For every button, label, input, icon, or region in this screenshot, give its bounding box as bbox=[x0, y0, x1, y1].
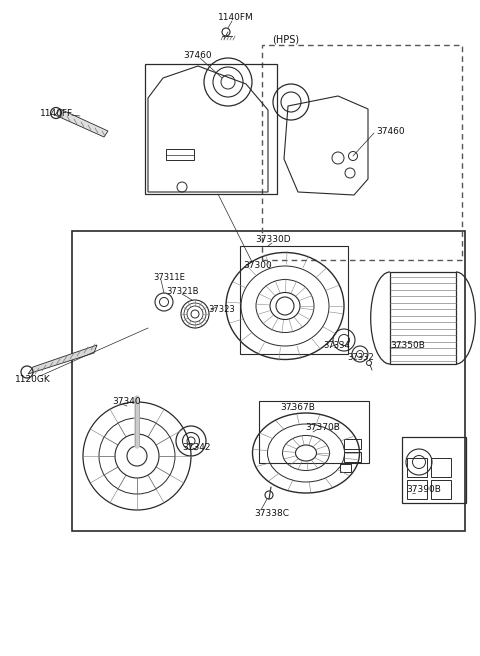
Text: 37330D: 37330D bbox=[255, 236, 290, 245]
Text: 1120GK: 1120GK bbox=[15, 375, 51, 384]
Text: 37300: 37300 bbox=[243, 262, 272, 270]
Bar bbox=[240, 246, 348, 354]
Text: 37390B: 37390B bbox=[406, 485, 441, 495]
Text: 37370B: 37370B bbox=[305, 422, 340, 432]
Bar bbox=[259, 401, 369, 463]
Bar bbox=[72, 231, 465, 531]
Text: 37460: 37460 bbox=[376, 127, 405, 136]
Text: 37321B: 37321B bbox=[166, 287, 199, 297]
Text: 37460: 37460 bbox=[183, 52, 212, 60]
Text: 37342: 37342 bbox=[182, 443, 211, 453]
Bar bbox=[145, 64, 277, 194]
Text: 37323: 37323 bbox=[208, 304, 235, 314]
Bar bbox=[407, 480, 427, 499]
Bar bbox=[402, 437, 466, 503]
Text: 37338C: 37338C bbox=[254, 510, 289, 518]
Bar bbox=[262, 45, 462, 260]
Text: 1140FF: 1140FF bbox=[40, 108, 73, 117]
Text: 37311E: 37311E bbox=[153, 274, 185, 283]
Bar bbox=[390, 272, 456, 364]
Text: 1140FM: 1140FM bbox=[218, 14, 254, 22]
Text: 37332: 37332 bbox=[347, 352, 374, 361]
Text: (HPS): (HPS) bbox=[272, 35, 299, 45]
Polygon shape bbox=[28, 345, 97, 374]
Bar bbox=[344, 452, 361, 462]
Text: 37350B: 37350B bbox=[390, 340, 425, 350]
Bar bbox=[431, 458, 451, 477]
Text: 37334: 37334 bbox=[323, 340, 350, 350]
Text: 37340: 37340 bbox=[112, 398, 141, 407]
Bar bbox=[407, 458, 427, 477]
Bar bbox=[431, 480, 451, 499]
Bar bbox=[166, 149, 194, 160]
Polygon shape bbox=[55, 109, 108, 137]
Text: 37367B: 37367B bbox=[280, 403, 315, 411]
Bar bbox=[344, 439, 361, 449]
Bar bbox=[340, 464, 351, 472]
